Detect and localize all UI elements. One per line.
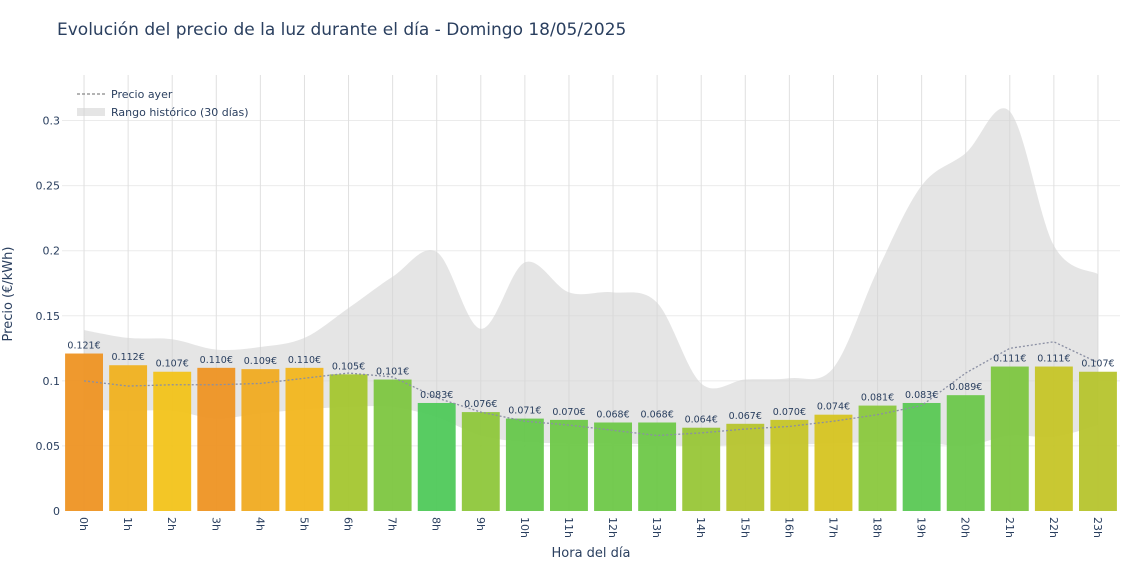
bar-value-label: 0.081€	[861, 393, 894, 404]
x-tick-label: 22h	[1047, 517, 1060, 538]
x-axis-label: Hora del día	[552, 546, 631, 561]
bar-value-label: 0.105€	[332, 361, 365, 372]
yesterday-line-layer	[83, 341, 1099, 437]
y-tick-label: 0.05	[36, 440, 61, 453]
x-tick-label: 20h	[959, 517, 972, 538]
x-tick-label: 9h	[474, 517, 487, 531]
bar-value-label: 0.121€	[67, 341, 100, 352]
bar-value-label: 0.101€	[376, 367, 409, 378]
x-tick-label: 13h	[650, 517, 663, 538]
bar-value-label: 0.107€	[1081, 359, 1114, 370]
bar-value-label: 0.109€	[244, 356, 277, 367]
x-tick-label: 5h	[297, 517, 310, 531]
bar-value-label: 0.064€	[685, 415, 718, 426]
bar	[461, 412, 500, 511]
bar	[726, 423, 765, 511]
x-tick-label: 12h	[606, 517, 619, 538]
legend-range-swatch	[77, 108, 105, 116]
bar-value-label: 0.089€	[949, 382, 982, 393]
y-tick-label: 0.2	[43, 245, 61, 258]
y-tick-label: 0.25	[36, 180, 61, 193]
x-tick-label: 17h	[826, 517, 839, 538]
x-tick-label: 8h	[430, 517, 443, 531]
data-labels-layer: 0.121€ 0.112€ 0.107€ 0.110€ 0.109€ 0.110€ 0.10…	[67, 341, 1114, 426]
bar	[550, 419, 588, 511]
y-tick-label: 0	[53, 505, 60, 518]
y-axis-label: Precio (€/kWh)	[1, 247, 16, 342]
bar	[858, 405, 897, 511]
x-tick-label: 23h	[1091, 517, 1104, 538]
bar	[1034, 366, 1073, 511]
bar-value-label: 0.068€	[596, 409, 629, 420]
historical-range-band	[84, 108, 1098, 447]
bar-value-label: 0.070€	[773, 407, 806, 418]
x-tick-label: 10h	[518, 517, 531, 538]
bar-value-label: 0.111€	[993, 354, 1026, 365]
bar	[505, 418, 544, 511]
bar-value-label: 0.083€	[420, 390, 453, 401]
x-tick-label: 6h	[342, 517, 355, 531]
bar-value-label: 0.067€	[729, 411, 762, 422]
x-tick-label: 7h	[386, 517, 399, 531]
x-tick-label: 21h	[1003, 517, 1016, 538]
bar-value-label: 0.107€	[156, 359, 189, 370]
y-tick-label: 0.15	[36, 310, 61, 323]
bar	[902, 402, 941, 511]
bar	[109, 365, 148, 511]
bars-layer	[65, 353, 1117, 511]
bar-value-label: 0.071€	[508, 406, 541, 417]
bar-value-label: 0.112€	[112, 352, 145, 363]
bar	[770, 419, 809, 511]
bar-value-label: 0.070€	[552, 407, 585, 418]
bar-value-label: 0.111€	[1037, 354, 1070, 365]
x-tick-label: 3h	[209, 517, 222, 531]
bar	[814, 414, 853, 511]
legend-range-label: Rango histórico (30 días)	[111, 106, 249, 119]
bar	[682, 427, 721, 511]
y-tick-label: 0.3	[43, 115, 61, 128]
bar-value-label: 0.110€	[200, 355, 233, 366]
x-tick-label: 15h	[738, 517, 751, 538]
bar	[65, 353, 103, 511]
bar	[594, 422, 632, 511]
x-tick-label: 14h	[694, 517, 707, 538]
bar	[1079, 371, 1117, 511]
x-tick-label: 0h	[77, 517, 90, 531]
chart-title: Evolución del precio de la luz durante e…	[57, 20, 627, 40]
legend-yesterday-label: Precio ayer	[111, 88, 173, 101]
bar-value-label: 0.110€	[288, 355, 321, 366]
x-tick-label: 1h	[121, 517, 134, 531]
axes-layer: 0 0.05 0.1 0.15 0.2 0.25 0.3 0h 1h 2h 3h 4h 5h 6h 7h 8h…	[36, 115, 1104, 538]
x-tick-label: 2h	[165, 517, 178, 531]
bar	[285, 367, 324, 511]
bar	[373, 379, 412, 511]
bar	[417, 402, 456, 511]
x-tick-label: 16h	[782, 517, 795, 538]
x-tick-label: 19h	[915, 517, 928, 538]
yesterday-price-line	[83, 341, 1099, 437]
bar-value-label: 0.083€	[905, 390, 938, 401]
bar	[329, 374, 368, 511]
x-tick-label: 11h	[562, 517, 575, 538]
bar	[638, 422, 677, 511]
bar	[197, 367, 236, 511]
bar-value-label: 0.068€	[641, 409, 674, 420]
bar	[153, 371, 192, 511]
bar-value-label: 0.074€	[817, 402, 850, 413]
x-tick-label: 18h	[871, 517, 884, 538]
x-tick-label: 4h	[253, 517, 266, 531]
bar	[241, 369, 280, 511]
y-tick-label: 0.1	[43, 375, 61, 388]
bar-value-label: 0.076€	[464, 399, 497, 410]
historical-range-layer	[84, 108, 1098, 447]
bar	[946, 395, 985, 511]
bar	[990, 366, 1029, 511]
legend: Precio ayer Rango histórico (30 días)	[77, 88, 249, 119]
